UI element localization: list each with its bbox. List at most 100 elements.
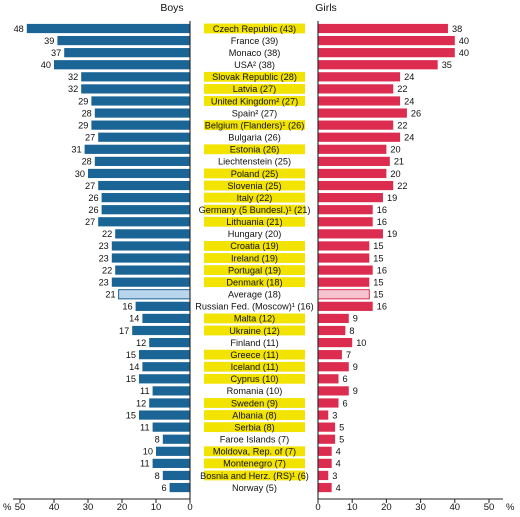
bar-boys xyxy=(64,48,190,58)
data-label-boys: 11 xyxy=(140,422,150,432)
country-label: Latvia (27) xyxy=(233,84,276,94)
chart-row: 15 7 Greece (11) xyxy=(126,349,351,360)
bar-girls xyxy=(318,217,373,227)
country-highlight xyxy=(204,216,305,227)
data-label-girls: 4 xyxy=(336,483,341,493)
country-label: Russian Fed. (Moscow)¹ (16) xyxy=(195,302,313,312)
country-highlight xyxy=(204,410,305,420)
country-label: Ukraine (12) xyxy=(229,326,280,336)
chart-row: 26 16 Germany (5 Bundesl.)¹ (21) xyxy=(88,204,387,215)
data-label-boys: 21 xyxy=(105,290,115,300)
data-label-boys: 22 xyxy=(102,265,112,275)
data-label-boys: 11 xyxy=(140,459,150,469)
country-label: Czech Republic (43) xyxy=(213,24,296,34)
bar-girls xyxy=(318,482,332,493)
bar-boys xyxy=(111,277,190,287)
country-highlight xyxy=(204,470,305,481)
bar-boys xyxy=(88,168,190,179)
bar-boys xyxy=(162,434,190,444)
country-label: Hungary (20) xyxy=(228,229,282,239)
bar-girls xyxy=(318,434,336,444)
data-label-girls: 7 xyxy=(346,350,351,360)
data-label-boys: 16 xyxy=(122,302,132,312)
data-label-girls: 19 xyxy=(387,229,397,239)
country-label: Montenegro (7) xyxy=(223,459,286,469)
data-label-boys: 27 xyxy=(85,181,95,191)
tick-label-girls: 10 xyxy=(347,502,358,513)
country-label: Romania (10) xyxy=(227,386,283,396)
bar-girls xyxy=(318,241,370,251)
bar-girls xyxy=(318,132,401,142)
bar-girls xyxy=(318,374,339,384)
bar-girls xyxy=(317,289,370,300)
data-label-girls: 4 xyxy=(336,447,341,457)
country-label: Norway (5) xyxy=(232,483,277,493)
bar-boys xyxy=(152,458,190,468)
data-label-girls: 16 xyxy=(377,205,387,215)
data-label-girls: 6 xyxy=(343,374,348,384)
country-label: Bosnia and Herz. (RS)¹ (6) xyxy=(200,471,309,481)
chart-row: 12 10 Finland (11) xyxy=(136,338,366,348)
data-label-girls: 15 xyxy=(373,253,383,263)
data-label-boys: 15 xyxy=(126,374,136,384)
data-label-girls: 9 xyxy=(353,314,358,324)
country-label: Monaco (38) xyxy=(229,48,281,58)
data-label-boys: 40 xyxy=(41,60,51,70)
bar-girls xyxy=(318,253,370,263)
bar-boys xyxy=(156,446,190,456)
data-label-boys: 14 xyxy=(129,362,139,372)
bar-boys xyxy=(84,144,190,154)
bar-boys xyxy=(135,301,190,311)
bar-girls xyxy=(318,120,394,130)
bar-girls xyxy=(318,144,387,154)
bar-girls xyxy=(318,180,394,191)
data-label-boys: 17 xyxy=(119,326,129,336)
country-highlight xyxy=(204,313,305,324)
country-highlight xyxy=(204,361,305,372)
bar-boys xyxy=(152,422,190,432)
chart-row: 37 40 Monaco (38) xyxy=(51,48,469,58)
bar-girls xyxy=(318,156,390,166)
data-label-girls: 9 xyxy=(353,386,358,396)
bar-girls xyxy=(318,350,342,360)
country-highlight xyxy=(204,96,305,106)
chart-row: 10 4 Moldova, Rep. of (7) xyxy=(143,446,341,457)
data-label-girls: 4 xyxy=(336,459,341,469)
country-highlight xyxy=(204,277,305,288)
chart-row: 27 16 Lithuania (21) xyxy=(85,216,387,227)
data-label-girls: 16 xyxy=(377,217,387,227)
country-label: Moldova, Rep. of (7) xyxy=(213,447,296,457)
country-label: Iceland (11) xyxy=(231,362,279,372)
chart-row: 23 15 Croatia (19) xyxy=(99,241,384,251)
country-label: Liechtenstein (25) xyxy=(218,157,291,167)
country-highlight xyxy=(204,325,305,336)
country-highlight xyxy=(204,253,305,263)
country-highlight xyxy=(204,204,305,215)
data-label-girls: 10 xyxy=(356,338,366,348)
data-label-boys: 10 xyxy=(143,447,153,457)
chart-axes: 50 40 30 20 10 0 0 10 20 30 40 50 xyxy=(13,21,503,513)
data-label-boys: 30 xyxy=(75,169,85,179)
data-label-girls: 5 xyxy=(339,422,344,432)
bar-boys xyxy=(91,120,190,130)
country-label: USA² (38) xyxy=(234,60,275,70)
data-label-boys: 8 xyxy=(155,471,160,481)
data-label-boys: 27 xyxy=(85,133,95,143)
bar-girls xyxy=(318,193,383,203)
country-label: Ireland (19) xyxy=(231,253,278,263)
chart-row: 11 9 Romania (10) xyxy=(140,386,358,396)
chart-row: 16 16 Russian Fed. (Moscow)¹ (16) xyxy=(122,302,387,312)
country-label: Belgium (Flanders)¹ (26) xyxy=(205,120,305,130)
chart-row: 29 24 United Kingdom² (27) xyxy=(78,96,414,106)
panel-title-girls: Girls xyxy=(315,2,337,14)
chart-row: 21 15 Average (18) xyxy=(105,289,384,300)
tick-label-boys: 40 xyxy=(49,502,60,513)
bar-girls xyxy=(318,108,407,118)
country-highlight xyxy=(204,458,305,469)
data-label-girls: 5 xyxy=(339,435,344,445)
chart-row: 39 40 France (39) xyxy=(44,36,469,46)
panel-title-boys: Boys xyxy=(160,2,183,14)
bar-boys xyxy=(142,362,190,372)
country-highlight xyxy=(204,71,305,82)
